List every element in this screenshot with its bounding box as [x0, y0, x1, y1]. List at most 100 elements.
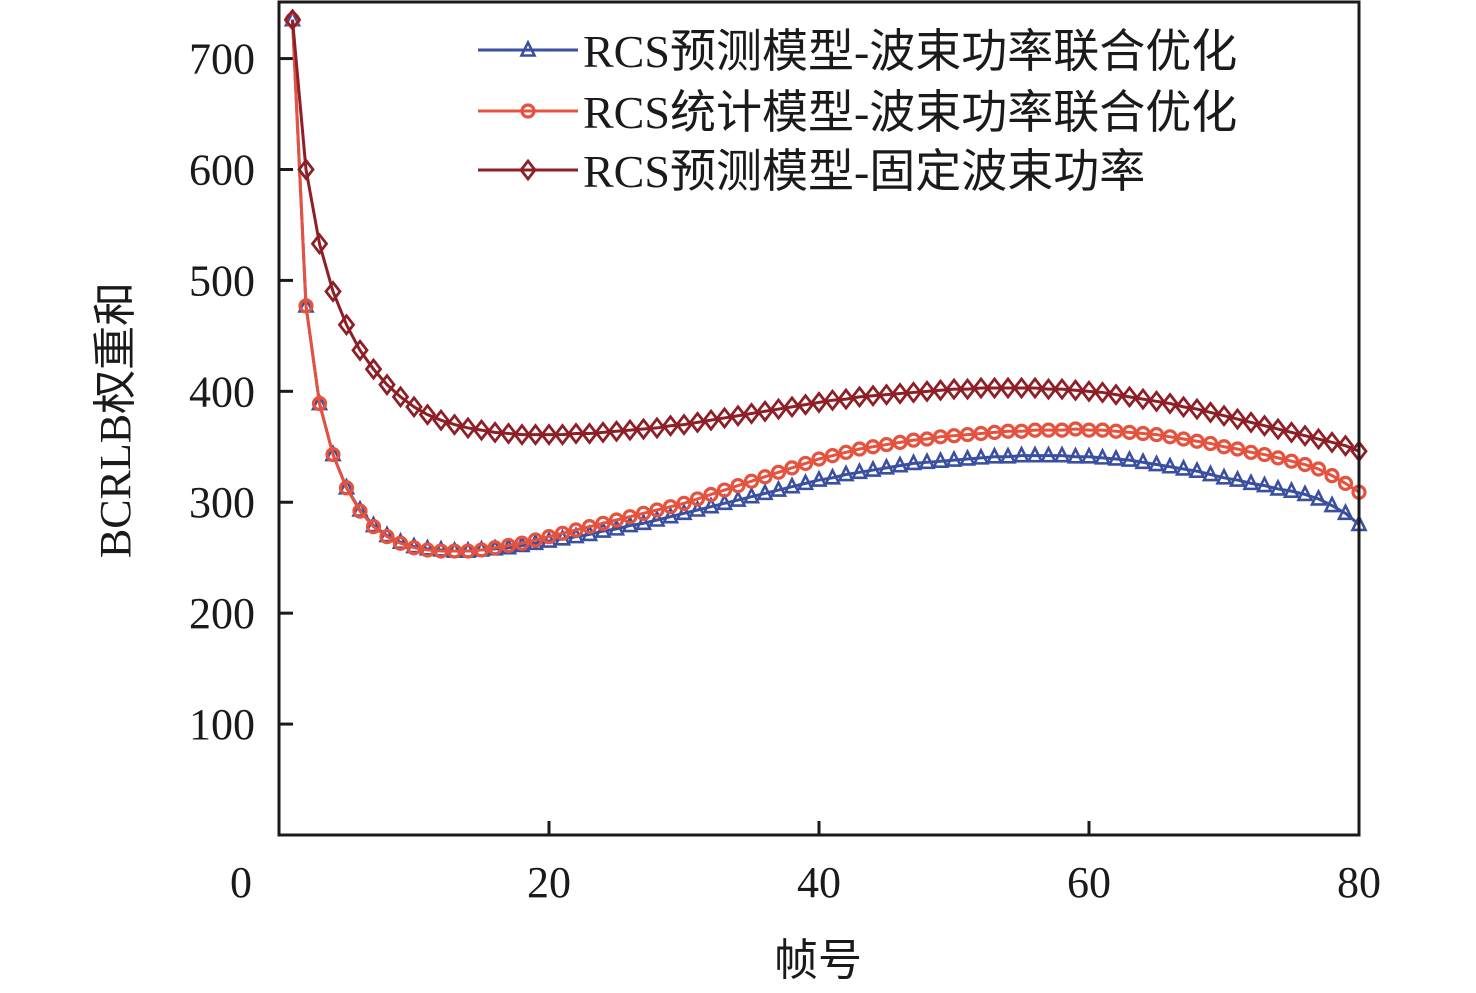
data-point-diamond	[918, 380, 936, 403]
data-point-circle	[878, 436, 895, 453]
data-point-circle	[757, 469, 773, 485]
data-point-diamond	[405, 395, 423, 419]
data-point-diamond	[519, 158, 537, 182]
data-point-diamond	[1255, 414, 1274, 437]
data-point-diamond	[540, 423, 558, 446]
data-point-diamond	[1282, 421, 1301, 444]
ticks: 100 200 300 400 500 600 700 0 20 40 60 80	[189, 35, 1381, 907]
data-point-diamond	[445, 413, 464, 436]
y-tick-label: 400	[189, 367, 255, 416]
data-point-circle	[541, 529, 557, 545]
data-point-circle	[622, 509, 638, 525]
data-point-diamond	[1188, 397, 1206, 421]
data-point-triangle	[999, 446, 1017, 464]
data-point-circle	[554, 525, 571, 541]
data-point-circle	[743, 473, 760, 489]
data-point-triangle	[1147, 454, 1166, 472]
data-point-diamond	[783, 395, 801, 419]
data-point-triangle	[769, 479, 788, 497]
data-point-diamond	[675, 413, 693, 436]
data-point-circle	[838, 444, 854, 460]
data-point-triangle	[675, 502, 693, 521]
data-point-circle	[527, 532, 544, 548]
data-point-triangle	[1053, 445, 1071, 463]
data-point-diamond	[958, 377, 977, 401]
x-tick-label: 0	[230, 858, 252, 907]
data-point-triangle	[972, 447, 990, 465]
data-point-diamond	[634, 417, 653, 441]
data-point-diamond	[621, 418, 639, 442]
data-point-diamond	[310, 232, 329, 256]
data-point-diamond	[904, 381, 923, 404]
data-point-triangle	[634, 512, 653, 531]
data-point-circle	[608, 512, 625, 528]
data-point-diamond	[364, 357, 383, 381]
data-point-circle	[352, 503, 368, 519]
data-point-diamond	[526, 423, 545, 446]
data-point-diamond	[688, 411, 707, 434]
data-point-diamond	[769, 397, 788, 421]
data-point-circle	[1148, 426, 1165, 443]
data-point-triangle	[783, 476, 801, 494]
data-point-diamond	[1134, 387, 1152, 411]
data-point-triangle	[1242, 472, 1260, 491]
data-point-circle	[1297, 456, 1313, 473]
data-point-diamond	[985, 376, 1004, 400]
data-point-diamond	[1215, 404, 1233, 428]
data-point-diamond	[391, 385, 410, 409]
series-3	[283, 8, 1368, 463]
data-point-triangle	[702, 496, 720, 514]
data-point-diamond	[1174, 395, 1193, 419]
data-point-triangle	[742, 486, 761, 504]
data-point-triangle	[904, 453, 923, 471]
data-point-diamond	[1026, 376, 1044, 400]
data-point-diamond	[864, 384, 882, 408]
data-point-circle	[1162, 429, 1178, 445]
data-point-diamond	[486, 421, 504, 444]
data-point-diamond	[499, 422, 518, 445]
data-point-diamond	[459, 416, 477, 440]
data-point-triangle	[918, 451, 936, 470]
data-point-triangle	[1323, 495, 1341, 513]
data-point-circle	[1324, 468, 1340, 484]
data-point-triangle	[864, 459, 882, 477]
data-point-diamond	[1039, 377, 1058, 401]
data-point-triangle	[891, 455, 909, 473]
data-point-circle	[1283, 453, 1300, 469]
data-point-triangle	[1228, 469, 1247, 487]
data-point-diamond	[607, 419, 626, 443]
data-point-circle	[406, 540, 422, 556]
data-point-triangle	[1336, 502, 1355, 521]
series-layer	[283, 8, 1368, 559]
data-point-diamond	[324, 280, 342, 303]
data-point-circle	[689, 491, 706, 507]
data-point-circle	[635, 505, 652, 521]
data-point-diamond	[945, 377, 963, 401]
data-point-diamond	[1242, 411, 1260, 434]
data-point-triangle	[1039, 445, 1058, 463]
data-point-triangle	[1188, 460, 1206, 478]
data-point-diamond	[1120, 385, 1139, 409]
data-point-diamond	[715, 406, 734, 430]
x-tick-label: 20	[527, 858, 571, 907]
data-point-diamond	[1296, 424, 1314, 447]
data-point-circle	[919, 431, 935, 447]
data-point-triangle	[1174, 458, 1193, 476]
data-point-triangle	[1255, 475, 1274, 493]
data-point-circle	[1256, 446, 1273, 463]
data-point-diamond	[729, 404, 747, 428]
data-point-circle	[1189, 433, 1205, 449]
data-point-triangle	[1026, 445, 1044, 463]
data-point-circle	[500, 537, 517, 554]
data-point-triangle	[607, 518, 626, 536]
data-point-triangle	[621, 515, 639, 533]
data-point-circle	[784, 460, 800, 476]
data-point-diamond	[702, 408, 720, 432]
data-point-circle	[1202, 435, 1219, 452]
data-point-circle	[811, 451, 827, 467]
data-point-diamond	[1161, 392, 1179, 415]
data-point-triangle	[1201, 464, 1220, 482]
series-line	[291, 19, 1360, 453]
data-point-circle	[338, 480, 355, 496]
